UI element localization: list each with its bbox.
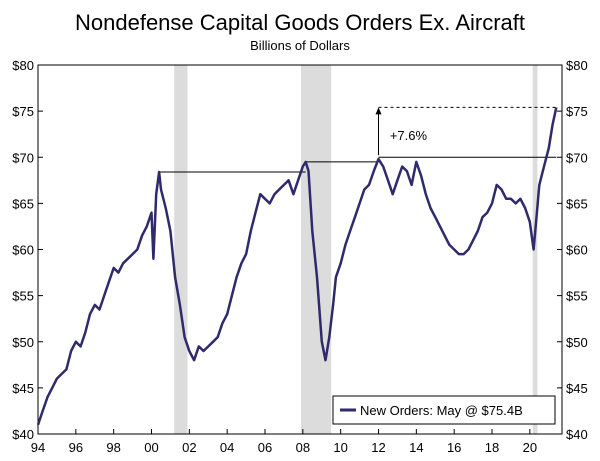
y-tick-label-right-3: $55 bbox=[566, 289, 588, 304]
x-tick-label-6: 06 bbox=[258, 440, 272, 455]
x-tick-label-2: 98 bbox=[106, 440, 120, 455]
chart-subtitle: Billions of Dollars bbox=[250, 38, 350, 53]
y-tick-label-right-5: $65 bbox=[566, 196, 588, 211]
y-tick-label-left-7: $75 bbox=[12, 104, 34, 119]
recession-band-0 bbox=[174, 65, 188, 434]
x-tick-label-7: 08 bbox=[296, 440, 310, 455]
x-tick-label-0: 94 bbox=[31, 440, 45, 455]
recession-bands bbox=[174, 65, 538, 434]
x-tick-label-12: 18 bbox=[485, 440, 499, 455]
growth-annotation: +7.6% bbox=[390, 128, 428, 143]
x-tick-label-11: 16 bbox=[447, 440, 461, 455]
y-tick-label-left-2: $50 bbox=[12, 335, 34, 350]
y-tick-label-left-4: $60 bbox=[12, 243, 34, 258]
series-line-0 bbox=[36, 107, 558, 426]
legend-label: New Orders: May @ $75.4B bbox=[360, 403, 523, 418]
recession-band-2 bbox=[532, 65, 538, 434]
y-tick-label-right-1: $45 bbox=[566, 381, 588, 396]
growth-arrow-head bbox=[375, 107, 382, 115]
legend: New Orders: May @ $75.4B bbox=[332, 395, 556, 425]
y-tick-label-right-8: $80 bbox=[566, 58, 588, 73]
x-tick-label-13: 20 bbox=[523, 440, 537, 455]
y-tick-label-right-0: $40 bbox=[566, 427, 588, 442]
y-tick-label-left-5: $65 bbox=[12, 196, 34, 211]
recession-band-1 bbox=[300, 65, 332, 434]
y-tick-label-left-3: $55 bbox=[12, 289, 34, 304]
x-tick-label-1: 96 bbox=[69, 440, 83, 455]
series-layer bbox=[36, 107, 558, 426]
y-tick-label-left-8: $80 bbox=[12, 58, 34, 73]
x-tick-label-5: 04 bbox=[220, 440, 234, 455]
y-tick-label-left-1: $45 bbox=[12, 381, 34, 396]
annotations: +7.6% bbox=[375, 107, 428, 156]
legend-box bbox=[332, 395, 556, 425]
y-tick-label-left-0: $40 bbox=[12, 427, 34, 442]
y-tick-label-right-2: $50 bbox=[566, 335, 588, 350]
x-tick-label-4: 02 bbox=[182, 440, 196, 455]
x-tick-label-10: 14 bbox=[409, 440, 423, 455]
x-tick-label-3: 00 bbox=[144, 440, 158, 455]
y-tick-label-right-6: $70 bbox=[566, 150, 588, 165]
chart-title: Nondefense Capital Goods Orders Ex. Airc… bbox=[75, 10, 525, 35]
x-tick-label-8: 10 bbox=[333, 440, 347, 455]
y-tick-label-right-4: $60 bbox=[566, 243, 588, 258]
plot-area bbox=[37, 64, 563, 435]
x-tick-label-9: 12 bbox=[371, 440, 385, 455]
reference-lines bbox=[159, 106, 557, 173]
axis-ticks: $40 $40 $45 $45 $50 $50 $55 $55 $60 $60 $65 $65 $70 $… bbox=[12, 58, 587, 455]
y-tick-label-left-6: $70 bbox=[12, 150, 34, 165]
y-tick-label-right-7: $75 bbox=[566, 104, 588, 119]
